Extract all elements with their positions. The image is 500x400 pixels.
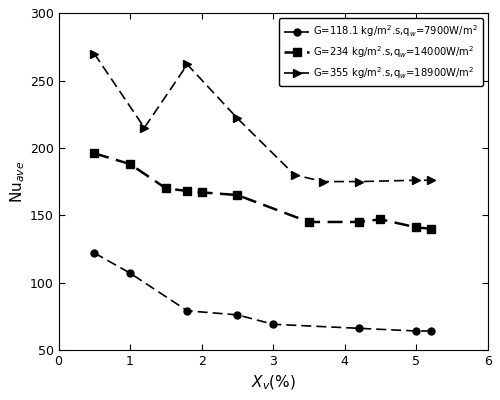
G=118.1 kg/m$^2$.s,q$_w$=7900W/m$^2$ <box>356 326 362 331</box>
G=355 kg/m$^2$.s,q$_w$=18900W/m$^2$ <box>413 178 419 183</box>
G=234 kg/m$^2$.s,q$_w$=14000W/m$^2$ <box>127 162 133 166</box>
Line: G=234 kg/m$^2$.s,q$_w$=14000W/m$^2$: G=234 kg/m$^2$.s,q$_w$=14000W/m$^2$ <box>90 149 434 233</box>
G=118.1 kg/m$^2$.s,q$_w$=7900W/m$^2$ <box>92 250 98 255</box>
G=355 kg/m$^2$.s,q$_w$=18900W/m$^2$ <box>142 125 148 130</box>
G=234 kg/m$^2$.s,q$_w$=14000W/m$^2$ <box>356 220 362 224</box>
G=118.1 kg/m$^2$.s,q$_w$=7900W/m$^2$ <box>184 308 190 313</box>
G=355 kg/m$^2$.s,q$_w$=18900W/m$^2$ <box>184 62 190 67</box>
G=234 kg/m$^2$.s,q$_w$=14000W/m$^2$ <box>306 220 312 224</box>
G=118.1 kg/m$^2$.s,q$_w$=7900W/m$^2$ <box>234 312 240 317</box>
G=234 kg/m$^2$.s,q$_w$=14000W/m$^2$ <box>184 189 190 194</box>
G=118.1 kg/m$^2$.s,q$_w$=7900W/m$^2$ <box>413 329 419 334</box>
Legend: G=118.1 kg/m$^2$.s,q$_w$=7900W/m$^2$, G=234 kg/m$^2$.s,q$_w$=14000W/m$^2$, G=355: G=118.1 kg/m$^2$.s,q$_w$=7900W/m$^2$, G=… <box>279 18 482 86</box>
G=118.1 kg/m$^2$.s,q$_w$=7900W/m$^2$ <box>270 322 276 327</box>
G=234 kg/m$^2$.s,q$_w$=14000W/m$^2$ <box>198 190 204 195</box>
G=355 kg/m$^2$.s,q$_w$=18900W/m$^2$ <box>292 172 298 177</box>
G=234 kg/m$^2$.s,q$_w$=14000W/m$^2$ <box>378 217 384 222</box>
G=234 kg/m$^2$.s,q$_w$=14000W/m$^2$ <box>163 186 169 191</box>
G=234 kg/m$^2$.s,q$_w$=14000W/m$^2$ <box>234 193 240 198</box>
Line: G=355 kg/m$^2$.s,q$_w$=18900W/m$^2$: G=355 kg/m$^2$.s,q$_w$=18900W/m$^2$ <box>90 50 434 186</box>
Y-axis label: Nu$_{ave}$: Nu$_{ave}$ <box>8 160 27 203</box>
X-axis label: $X_v$(%): $X_v$(%) <box>250 373 296 392</box>
G=355 kg/m$^2$.s,q$_w$=18900W/m$^2$ <box>428 178 434 183</box>
G=355 kg/m$^2$.s,q$_w$=18900W/m$^2$ <box>356 179 362 184</box>
G=118.1 kg/m$^2$.s,q$_w$=7900W/m$^2$ <box>127 271 133 276</box>
G=355 kg/m$^2$.s,q$_w$=18900W/m$^2$ <box>92 51 98 56</box>
G=355 kg/m$^2$.s,q$_w$=18900W/m$^2$ <box>234 116 240 121</box>
G=234 kg/m$^2$.s,q$_w$=14000W/m$^2$ <box>92 151 98 156</box>
G=234 kg/m$^2$.s,q$_w$=14000W/m$^2$ <box>413 225 419 230</box>
G=355 kg/m$^2$.s,q$_w$=18900W/m$^2$ <box>320 179 326 184</box>
G=118.1 kg/m$^2$.s,q$_w$=7900W/m$^2$ <box>428 329 434 334</box>
G=234 kg/m$^2$.s,q$_w$=14000W/m$^2$ <box>428 226 434 231</box>
Line: G=118.1 kg/m$^2$.s,q$_w$=7900W/m$^2$: G=118.1 kg/m$^2$.s,q$_w$=7900W/m$^2$ <box>91 250 434 334</box>
